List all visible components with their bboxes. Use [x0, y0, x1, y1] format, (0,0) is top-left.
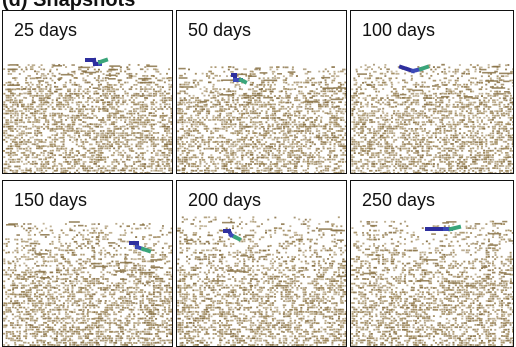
- microstructure-image: [351, 220, 513, 346]
- panel-label: 50 days: [188, 20, 252, 40]
- snapshot-panel-25-days: 25 days: [2, 10, 173, 174]
- panel-label: 200 days: [188, 190, 262, 210]
- microstructure-image: [351, 63, 513, 173]
- crack-path: [231, 73, 248, 85]
- microstructure-image: [3, 57, 172, 173]
- crack-path: [129, 241, 152, 254]
- snapshot-panel-250-days: 250 days: [350, 180, 514, 347]
- crack-path: [398, 64, 430, 74]
- snapshot-panel-50-days: 50 days: [176, 10, 347, 174]
- snapshot-panel-150-days: 150 days: [2, 180, 173, 347]
- snapshot-panel-100-days: 100 days: [350, 10, 514, 174]
- panel-label: 25 days: [14, 20, 78, 40]
- microstructure-image: [177, 66, 346, 173]
- panel-label: 250 days: [362, 190, 436, 210]
- panel-label: 100 days: [362, 20, 436, 40]
- crack-path: [85, 57, 109, 67]
- microstructure-image: [177, 216, 346, 346]
- snapshot-panel-200-days: 200 days: [176, 180, 347, 347]
- microstructure-image: [3, 221, 172, 346]
- crack-path: [425, 224, 462, 232]
- figure-title: (d) Snapshots: [2, 0, 135, 10]
- crack-path: [223, 228, 242, 242]
- panel-label: 150 days: [14, 190, 88, 210]
- figure-header: (d) Snapshots: [0, 0, 516, 10]
